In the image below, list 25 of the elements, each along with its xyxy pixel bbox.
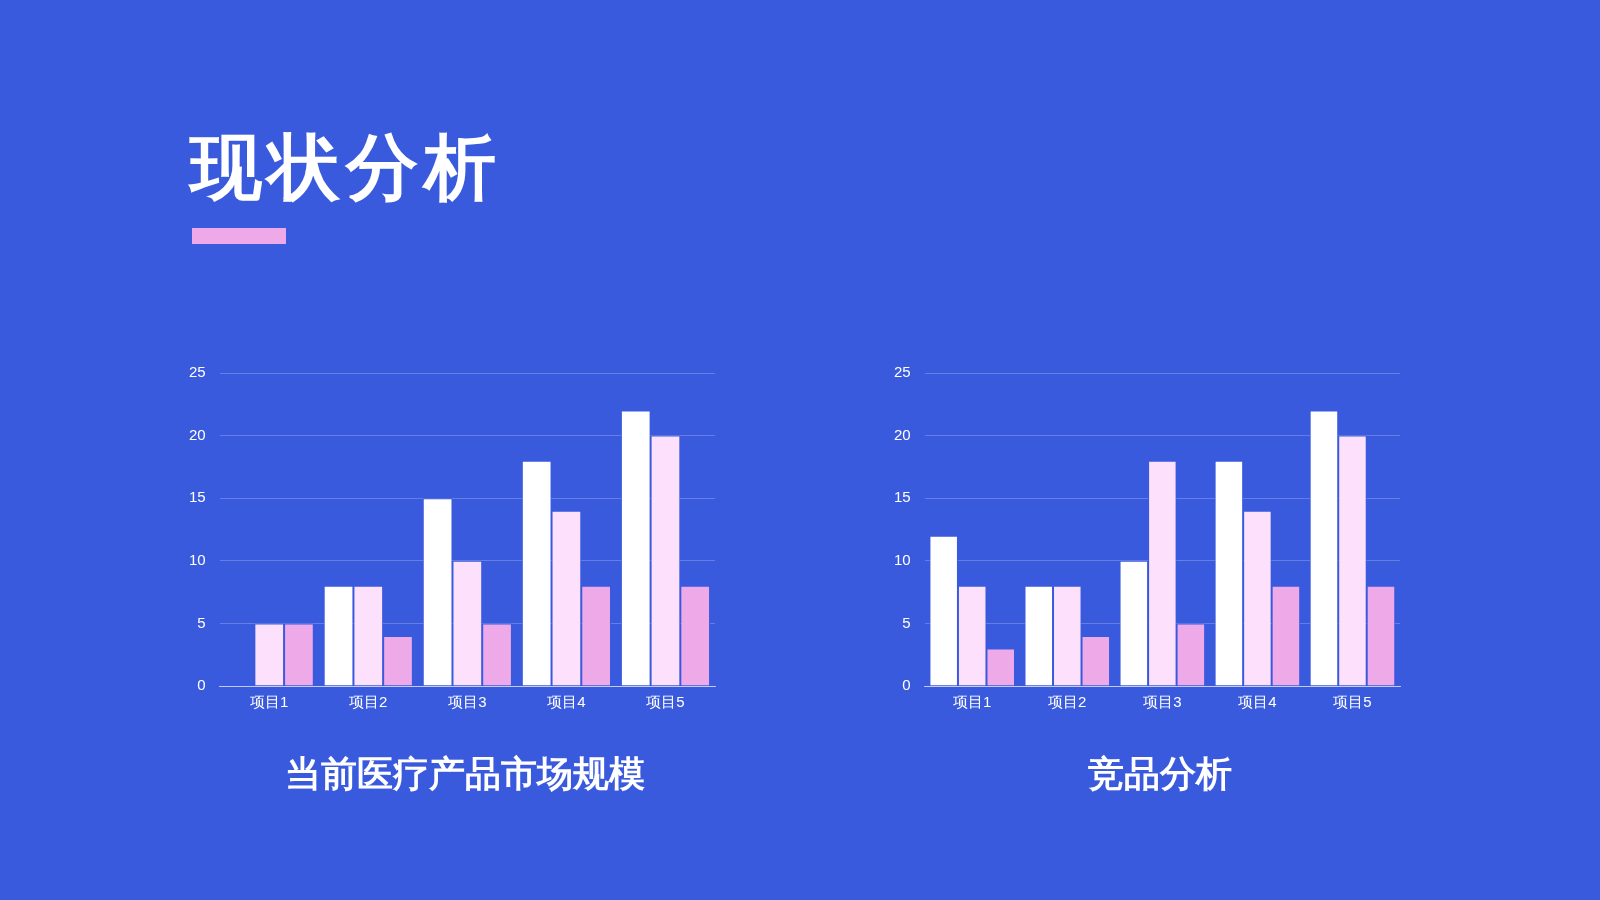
x-tick-label: 项目1 <box>953 693 992 711</box>
y-tick-label: 5 <box>197 613 206 631</box>
y-tick-label: 10 <box>894 550 911 568</box>
x-tick-label: 项目3 <box>448 693 487 711</box>
x-tick-label: 项目5 <box>1333 693 1372 711</box>
y-tick-label: 25 <box>189 363 206 381</box>
y-tick-label: 15 <box>894 488 911 506</box>
x-tick-label: 项目2 <box>349 693 388 711</box>
y-tick-label: 0 <box>902 676 911 694</box>
y-tick-label: 0 <box>197 676 206 694</box>
text: 现状分析 <box>190 124 502 211</box>
x-tick-label: 项目2 <box>1048 693 1087 711</box>
y-tick-label: 5 <box>902 613 911 631</box>
text: 竞品分析 <box>1087 752 1233 796</box>
x-tick-label: 项目4 <box>547 693 586 711</box>
x-tick-label: 项目1 <box>250 693 289 711</box>
y-tick-label: 15 <box>189 488 206 506</box>
y-tick-label: 25 <box>894 363 911 381</box>
y-tick-label: 10 <box>189 550 206 568</box>
x-tick-label: 项目4 <box>1238 693 1277 711</box>
y-tick-label: 20 <box>894 425 911 443</box>
x-tick-label: 项目5 <box>646 693 685 711</box>
x-tick-label: 项目3 <box>1143 693 1182 711</box>
text: 当前医疗产品市场规模 <box>284 752 646 796</box>
y-tick-label: 20 <box>189 425 206 443</box>
